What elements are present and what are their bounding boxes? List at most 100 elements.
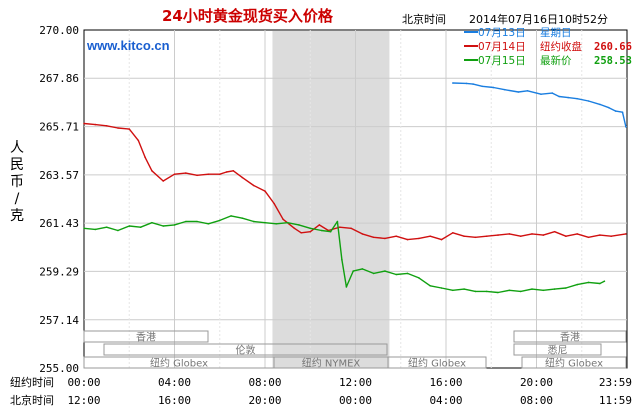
y-tick-label: 255.00 xyxy=(39,362,79,375)
data-point xyxy=(508,233,511,235)
series-line xyxy=(83,215,605,294)
site-link[interactable]: www.kitco.cn xyxy=(86,38,170,53)
data-point xyxy=(298,224,300,226)
legend-value: 258.53 xyxy=(594,55,632,67)
data-point xyxy=(610,235,612,237)
session-label: 纽约 Globex xyxy=(408,357,466,370)
data-point xyxy=(553,288,556,290)
session-bar xyxy=(513,343,602,356)
data-point xyxy=(519,290,522,293)
bj-tick-label: 16:00 xyxy=(158,394,191,407)
data-point xyxy=(219,219,221,222)
series-layer xyxy=(83,82,627,294)
data-point xyxy=(608,106,610,109)
legend-label: 最新价 xyxy=(540,54,572,67)
data-point xyxy=(230,215,232,217)
session-label: 香港 xyxy=(560,332,580,344)
data-point xyxy=(531,288,533,290)
data-point xyxy=(117,127,119,129)
data-point xyxy=(497,291,499,294)
data-point xyxy=(492,86,495,89)
data-point xyxy=(361,268,364,270)
session-label: 伦敦 xyxy=(236,344,256,357)
data-point xyxy=(252,220,255,223)
session-bar xyxy=(521,356,627,369)
data-point xyxy=(542,234,545,236)
session-label: 香港 xyxy=(136,332,156,344)
data-point xyxy=(352,270,355,272)
data-point xyxy=(587,100,590,102)
y-axis-label-char: / xyxy=(15,191,20,207)
data-point xyxy=(105,125,108,127)
data-point xyxy=(576,233,578,235)
data-point xyxy=(318,224,321,226)
data-point xyxy=(567,96,569,99)
data-point xyxy=(293,227,296,230)
data-point xyxy=(474,290,477,293)
ny-tick-label: 12:00 xyxy=(339,376,372,389)
legend: 07月13日 星期日 07月14日 纽约收盘 260.66 07月15日 最新价 258.53 xyxy=(464,27,632,67)
bj-time-row-label: 北京时间 xyxy=(10,393,54,407)
data-point xyxy=(540,93,542,95)
data-point xyxy=(531,233,533,235)
data-point xyxy=(542,289,545,292)
data-point xyxy=(309,230,312,233)
ny-tick-label: 00:00 xyxy=(67,376,100,389)
data-point xyxy=(395,235,398,237)
ny-tick-label: 08:00 xyxy=(248,376,281,389)
data-point xyxy=(384,270,386,272)
bj-tick-label: 08:00 xyxy=(520,394,553,407)
y-axis-label-char: 克 xyxy=(10,208,24,224)
data-point xyxy=(151,170,153,172)
data-point xyxy=(603,280,606,283)
data-point xyxy=(173,224,176,226)
data-point xyxy=(329,230,332,233)
data-point xyxy=(599,234,601,236)
data-point xyxy=(504,88,506,91)
data-point xyxy=(551,92,554,94)
data-point xyxy=(472,83,474,85)
data-point xyxy=(625,233,627,235)
data-point xyxy=(452,232,454,234)
data-point xyxy=(481,85,484,88)
data-point xyxy=(587,281,590,284)
data-point xyxy=(273,202,275,205)
data-point xyxy=(485,290,488,293)
data-point xyxy=(372,272,375,275)
y-axis-label-char: 人 xyxy=(10,140,24,156)
y-axis-ticks: 270.00 267.86 265.71 263.57 261.43 259.29 257.… xyxy=(39,24,79,375)
data-point xyxy=(252,184,255,187)
data-point xyxy=(128,128,131,130)
data-point xyxy=(565,287,567,289)
session-bar xyxy=(387,356,487,369)
data-point xyxy=(406,272,409,275)
y-tick-label: 270.00 xyxy=(39,24,79,37)
session-label: 纽约 NYMEX xyxy=(302,357,361,370)
data-point xyxy=(225,171,228,173)
data-point xyxy=(565,235,567,237)
series-line xyxy=(83,122,627,241)
data-point xyxy=(558,95,560,98)
data-point xyxy=(625,126,627,128)
y-axis-label: 人民币/克 xyxy=(10,140,24,224)
data-point xyxy=(207,223,210,225)
data-point xyxy=(336,220,339,223)
ny-time-row-label: 纽约时间 xyxy=(10,375,54,389)
bj-tick-label: 11:59 xyxy=(599,394,632,407)
legend-label: 纽约收盘 xyxy=(540,40,582,53)
data-point xyxy=(137,139,140,142)
data-point xyxy=(345,286,348,288)
data-point xyxy=(241,176,244,179)
data-point xyxy=(94,123,97,126)
data-point xyxy=(361,233,364,235)
session-label: 纽约 Globex xyxy=(545,357,603,370)
data-point xyxy=(465,82,468,85)
data-point xyxy=(463,288,465,290)
bj-tick-label: 00:00 xyxy=(339,394,372,407)
data-point xyxy=(144,156,146,159)
grid-lines xyxy=(84,30,627,368)
y-axis-label-char: 民 xyxy=(10,157,24,173)
data-point xyxy=(83,122,85,125)
time-zone-label: 北京时间 xyxy=(402,12,446,26)
